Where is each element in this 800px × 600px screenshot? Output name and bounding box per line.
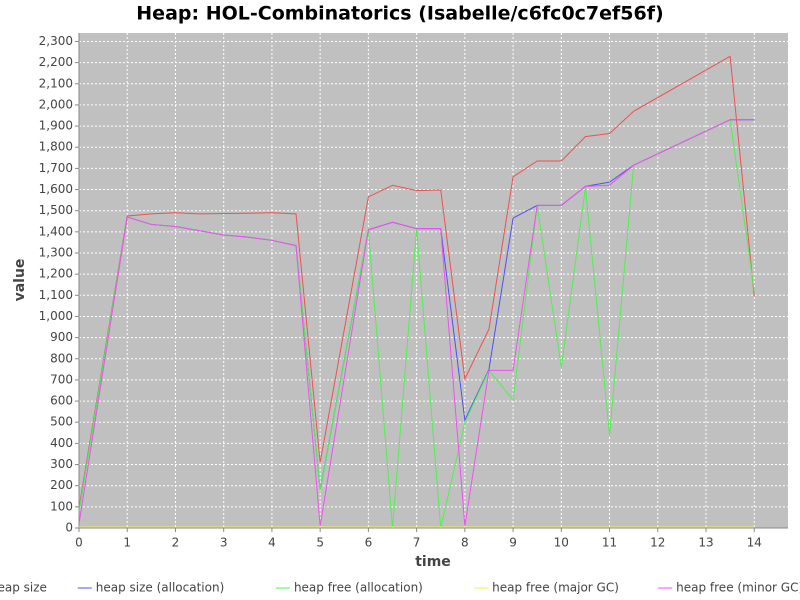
legend-label: heap size [0, 581, 47, 595]
y-tick-label: 1,200 [39, 267, 73, 281]
y-tick-label: 2,000 [39, 97, 73, 111]
x-tick-label: 5 [316, 536, 324, 550]
y-tick-label: 2,300 [39, 34, 73, 48]
y-tick-label: 900 [50, 330, 73, 344]
legend-label: heap free (allocation) [294, 581, 423, 595]
x-tick-label: 1 [123, 536, 131, 550]
x-tick-label: 13 [698, 536, 713, 550]
x-tick-label: 8 [461, 536, 469, 550]
y-tick-label: 1,700 [39, 161, 73, 175]
x-axis-label: time [415, 554, 451, 570]
y-tick-label: 500 [50, 415, 73, 429]
x-tick-label: 2 [172, 536, 180, 550]
chart-title: Heap: HOL-Combinatorics (Isabelle/c6fc0c… [136, 3, 663, 25]
y-tick-label: 1,800 [39, 140, 73, 154]
y-tick-label: 1,400 [39, 224, 73, 238]
x-tick-label: 11 [602, 536, 617, 550]
y-tick-label: 1,300 [39, 246, 73, 260]
legend-label: heap free (minor GC) [676, 581, 800, 595]
y-tick-label: 400 [50, 436, 73, 450]
x-tick-label: 12 [650, 536, 665, 550]
x-tick-label: 10 [554, 536, 569, 550]
y-tick-label: 1,500 [39, 203, 73, 217]
x-tick-label: 3 [220, 536, 228, 550]
plot-area [79, 33, 788, 528]
y-tick-label: 800 [50, 351, 73, 365]
y-tick-label: 2,100 [39, 76, 73, 90]
y-tick-label: 1,100 [39, 288, 73, 302]
x-tick-label: 4 [268, 536, 276, 550]
legend-label: heap free (major GC) [492, 581, 619, 595]
y-tick-label: 600 [50, 394, 73, 408]
y-tick-label: 2,200 [39, 55, 73, 69]
x-tick-label: 14 [747, 536, 762, 550]
legend-label: heap size (allocation) [96, 581, 225, 595]
series-line [78, 55, 755, 508]
y-tick-label: 700 [50, 372, 73, 386]
y-tick-label: 1,600 [39, 182, 73, 196]
y-tick-label: 100 [50, 499, 73, 513]
series-line [78, 119, 755, 526]
x-tick-label: 6 [365, 536, 373, 550]
y-tick-label: 200 [50, 478, 73, 492]
x-tick-label: 9 [509, 536, 517, 550]
y-axis-label: value [12, 259, 28, 302]
y-tick-label: 1,900 [39, 119, 73, 133]
y-tick-label: 300 [50, 457, 73, 471]
x-tick-label: 0 [75, 536, 83, 550]
x-tick-label: 7 [413, 536, 421, 550]
y-tick-label: 1,000 [39, 309, 73, 323]
y-tick-label: 0 [65, 521, 73, 535]
